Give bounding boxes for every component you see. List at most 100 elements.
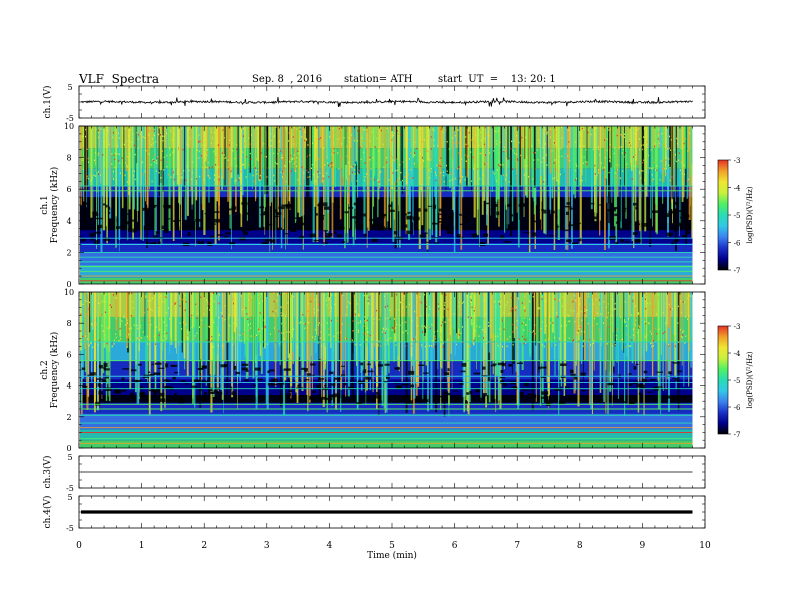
sferic-streak xyxy=(178,126,180,203)
psd-speck xyxy=(499,303,500,305)
psd-speck xyxy=(237,179,239,181)
low-psd-patch xyxy=(286,393,291,397)
psd-speck xyxy=(380,170,382,173)
psd-speck xyxy=(207,162,209,164)
psd-speck xyxy=(147,130,149,132)
sferic-streak xyxy=(457,126,459,197)
psd-speck xyxy=(407,292,409,294)
frequency-band xyxy=(80,413,693,430)
psd-speck xyxy=(101,292,103,295)
psd-speck xyxy=(293,126,295,129)
sferic-streak xyxy=(193,292,194,396)
psd-speck xyxy=(412,338,414,341)
psd-speck xyxy=(423,293,425,296)
sferic-streak xyxy=(607,292,609,414)
sferic-streak xyxy=(635,126,637,161)
low-psd-patch xyxy=(116,218,119,223)
psd-speck xyxy=(358,314,360,317)
psd-speck xyxy=(642,161,644,164)
psd-speck xyxy=(354,173,356,175)
psd-speck xyxy=(140,337,142,339)
psd-speck xyxy=(517,159,519,162)
psd-speck xyxy=(267,147,269,149)
psd-speck xyxy=(665,159,667,162)
psd-speck xyxy=(674,148,676,151)
sferic-streak xyxy=(420,126,423,192)
psd-speck xyxy=(222,322,224,324)
psd-speck xyxy=(354,164,356,166)
sferic-streak xyxy=(669,126,671,167)
psd-speck xyxy=(656,165,658,167)
psd-speck xyxy=(312,336,314,338)
low-psd-patch xyxy=(102,203,106,206)
psd-speck xyxy=(639,138,640,140)
psd-speck xyxy=(163,135,165,138)
low-psd-patch xyxy=(432,222,439,225)
low-psd-patch xyxy=(408,400,414,404)
sferic-streak xyxy=(136,292,139,404)
psd-speck xyxy=(302,129,303,132)
sferic-streak xyxy=(386,126,388,230)
low-psd-patch xyxy=(98,390,103,395)
psd-speck xyxy=(525,342,527,344)
psd-speck xyxy=(363,129,365,131)
low-psd-patch xyxy=(438,395,442,398)
sferic-streak xyxy=(631,126,634,242)
low-psd-patch xyxy=(465,401,468,404)
psd-speck xyxy=(471,317,472,319)
sferic-streak xyxy=(684,126,687,169)
psd-speck xyxy=(421,141,423,143)
psd-speck xyxy=(429,327,431,330)
low-psd-patch xyxy=(296,220,302,225)
psd-speck xyxy=(228,314,230,317)
psd-speck xyxy=(626,129,628,132)
psd-speck xyxy=(80,313,82,315)
psd-speck xyxy=(114,158,116,161)
sferic-streak xyxy=(139,126,141,193)
psd-speck xyxy=(395,344,397,346)
psd-speck xyxy=(607,129,609,131)
psd-speck xyxy=(437,303,439,305)
sferic-streak xyxy=(378,126,380,200)
psd-speck xyxy=(465,136,467,138)
low-psd-patch xyxy=(641,223,649,227)
x-tick-label: 2 xyxy=(201,541,207,551)
low-psd-patch xyxy=(103,237,111,241)
low-psd-patch xyxy=(263,211,270,215)
psd-speck xyxy=(192,310,194,313)
psd-speck xyxy=(525,324,527,326)
psd-speck xyxy=(346,306,348,308)
psd-speck xyxy=(291,158,293,160)
sferic-streak xyxy=(454,292,456,356)
low-psd-patch xyxy=(422,232,428,234)
psd-speck xyxy=(238,155,240,158)
sferic-streak xyxy=(431,126,433,236)
low-psd-patch xyxy=(87,374,94,377)
psd-speck xyxy=(569,320,571,322)
psd-speck xyxy=(292,328,294,331)
psd-speck xyxy=(472,292,474,294)
psd-speck xyxy=(449,180,451,182)
low-psd-patch xyxy=(220,364,227,368)
psd-speck xyxy=(481,331,483,333)
psd-speck xyxy=(391,326,393,329)
psd-speck xyxy=(331,306,332,309)
sferic-streak xyxy=(459,126,462,184)
low-psd-patch xyxy=(607,209,613,212)
psd-speck xyxy=(619,177,621,179)
psd-speck xyxy=(163,156,165,159)
psd-speck xyxy=(606,343,608,345)
psd-speck xyxy=(154,154,156,156)
low-psd-patch xyxy=(288,389,293,393)
sferic-streak xyxy=(257,126,260,162)
sferic-streak xyxy=(294,126,296,172)
psd-speck xyxy=(243,163,245,166)
psd-speck xyxy=(420,301,422,304)
psd-speck xyxy=(279,149,281,152)
psd-speck xyxy=(282,170,284,173)
psd-speck xyxy=(296,165,297,168)
psd-speck xyxy=(638,312,640,314)
psd-speck xyxy=(163,335,165,337)
psd-speck xyxy=(312,142,313,144)
psd-speck xyxy=(487,134,489,137)
